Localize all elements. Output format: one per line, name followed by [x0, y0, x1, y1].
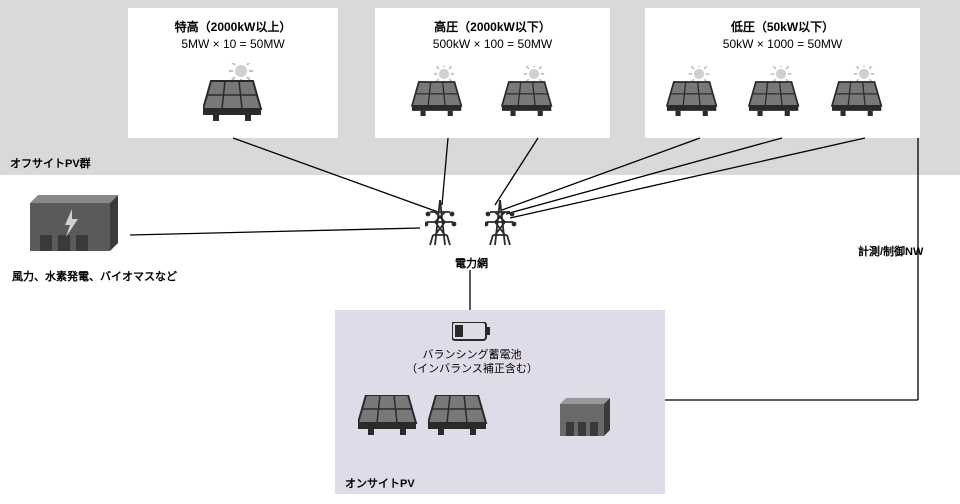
other-gen-label: 風力、水素発電、バイオマスなど: [12, 268, 177, 284]
solar-panel-icon: [203, 63, 273, 128]
battery-label-2: （インバランス補正含む）: [392, 360, 552, 376]
pv-box-high: 高圧（2000kW以下） 500kW × 100 = 50MW: [375, 8, 610, 138]
pv-box-title: 低圧（50kW以下）: [645, 18, 920, 35]
solar-panel-icon: [410, 66, 480, 126]
solar-panel-icon: [830, 66, 900, 126]
pv-box-low: 低圧（50kW以下） 50kW × 1000 = 50MW: [645, 8, 920, 138]
pv-box-title: 高圧（2000kW以下）: [375, 18, 610, 35]
offsite-label: オフサイトPV群: [10, 155, 91, 171]
solar-panel-icon: [747, 66, 817, 126]
solar-panel-icon: [358, 395, 423, 445]
battery-icon: [452, 322, 492, 347]
pv-box-title: 特高（2000kW以上）: [128, 18, 338, 35]
nw-label: 計測/制御NW: [858, 243, 923, 259]
pv-box-sub: 500kW × 100 = 50MW: [375, 37, 610, 51]
onsite-label: オンサイトPV: [345, 475, 415, 491]
pylon-icon: [485, 200, 517, 253]
solar-panel-icon: [500, 66, 570, 126]
pv-box-sub: 5MW × 10 = 50MW: [128, 37, 338, 51]
solar-panel-icon: [428, 395, 493, 445]
solar-panel-icon: [665, 66, 735, 126]
power-plant-icon: [30, 195, 130, 265]
pv-box-extra-high: 特高（2000kW以上） 5MW × 10 = 50MW: [128, 8, 338, 138]
building-icon: [560, 398, 615, 445]
pylon-icon: [425, 200, 457, 253]
pv-box-sub: 50kW × 1000 = 50MW: [645, 37, 920, 51]
grid-label: 電力網: [455, 255, 488, 271]
